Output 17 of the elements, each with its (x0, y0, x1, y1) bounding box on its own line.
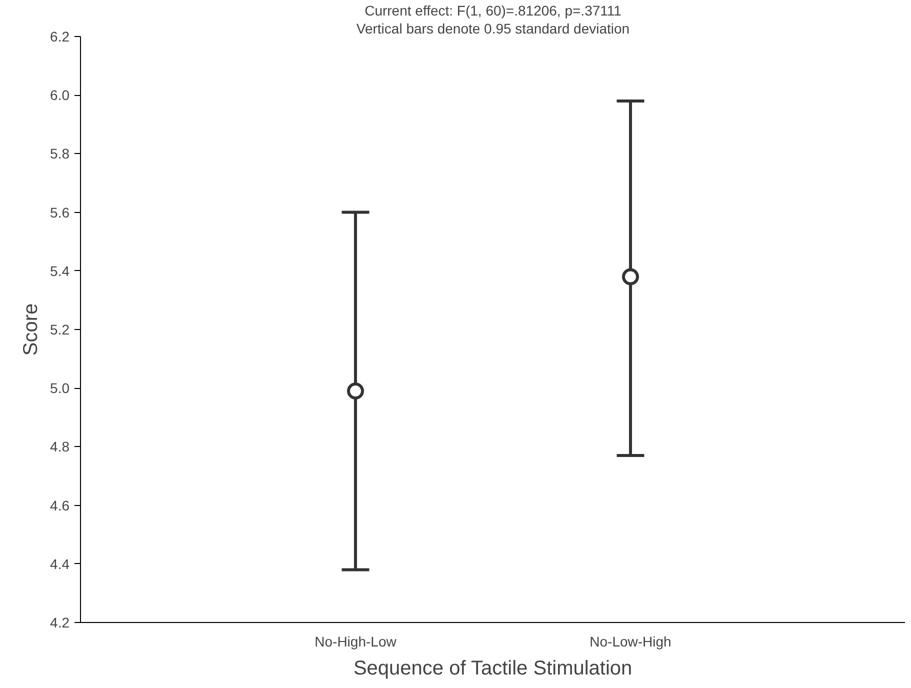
y-tick-label: 4.2 (50, 614, 70, 630)
y-tick-label: 4.6 (50, 497, 70, 514)
y-tick-label: 5.0 (50, 380, 70, 396)
y-tick-label: 6.0 (50, 87, 70, 104)
chart-subtitle: Vertical bars denote 0.95 standard deviation (356, 20, 630, 36)
y-tick-label: 5.6 (50, 204, 70, 220)
x-tick-label: No-High-Low (314, 634, 398, 650)
x-axis-title: Sequence of Tactile Stimulation (353, 658, 632, 680)
y-tick-label: 5.8 (50, 146, 70, 162)
y-tick-label: 4.4 (50, 556, 70, 572)
y-tick-label: 5.2 (50, 322, 70, 338)
y-tick-label: 4.8 (50, 438, 70, 455)
y-tick-label: 6.2 (50, 28, 70, 44)
chart-title: Current effect: F(1, 60)=.81206, p=.37111 (364, 2, 622, 18)
y-axis-title: Score (20, 303, 42, 356)
x-tick-label: No-Low-High (590, 634, 672, 650)
y-tick-label: 5.4 (50, 262, 70, 279)
